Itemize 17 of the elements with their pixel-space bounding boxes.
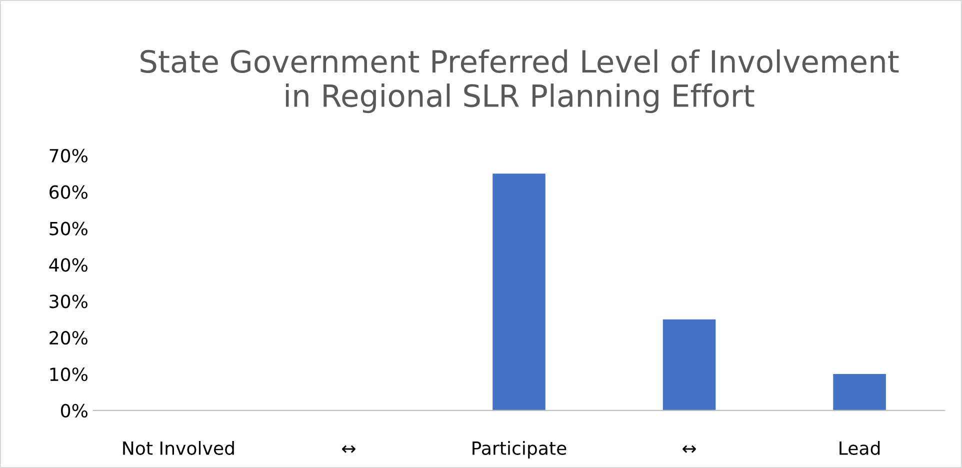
x-tick-label: Not Involved: [123, 440, 234, 455]
y-tick-label: 30%: [50, 294, 88, 308]
bar: [833, 374, 886, 410]
bar: [492, 174, 546, 410]
y-tick-label: 40%: [49, 258, 88, 272]
y-tick-label: 10%: [50, 367, 88, 382]
x-tick-label: ↔: [342, 445, 356, 453]
x-tick-label: Lead: [840, 440, 880, 455]
chart-title: State Government Preferred Level of Involvement in Regional SLR Planning Effort: [140, 49, 899, 114]
y-tick-label: 60%: [50, 185, 88, 199]
y-tick-label: 20%: [50, 331, 88, 345]
bar: [662, 319, 716, 410]
y-tick-label: 50%: [50, 222, 88, 236]
x-tick-label: ↔: [682, 445, 696, 453]
x-tick-label: Participate: [472, 440, 566, 458]
y-tick-label: 0%: [61, 404, 88, 418]
y-tick-label: 70%: [50, 148, 88, 162]
